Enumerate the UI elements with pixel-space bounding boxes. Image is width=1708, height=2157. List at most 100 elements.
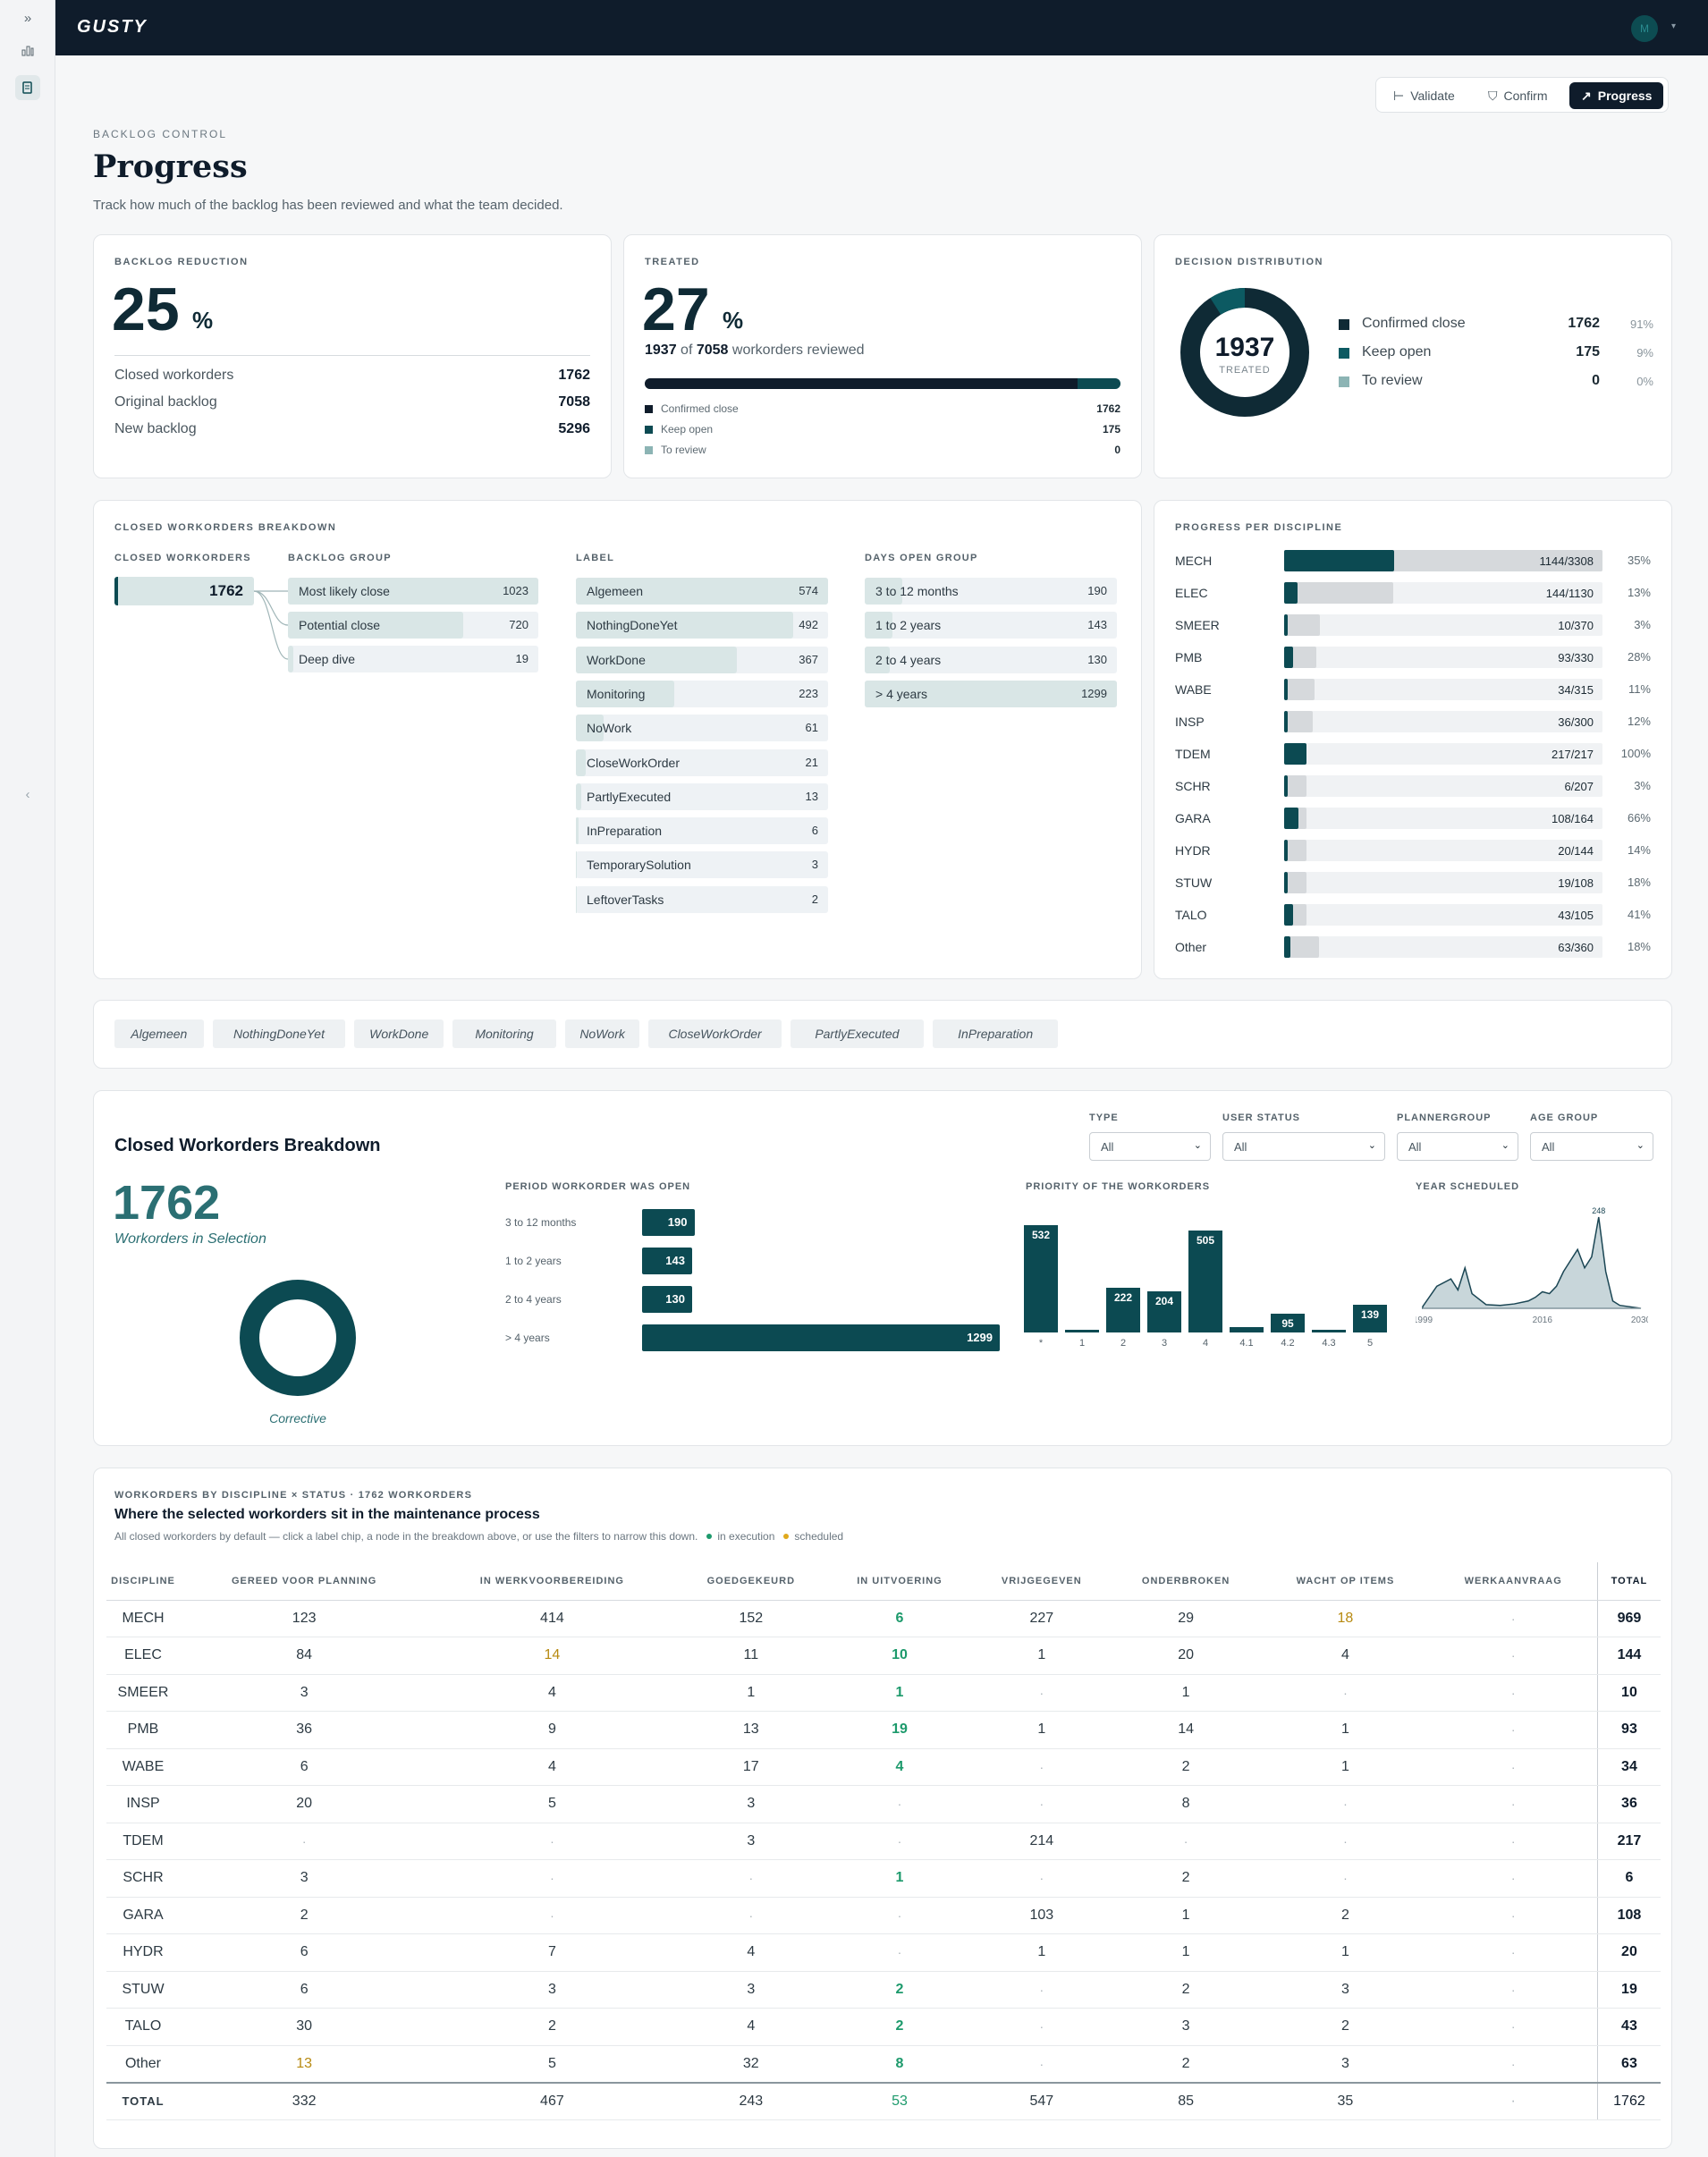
tab-validate[interactable]: ⊢ Validate <box>1382 82 1467 109</box>
matrix-cell[interactable]: · <box>1261 1674 1430 1712</box>
matrix-cell[interactable]: 18 <box>1261 1600 1430 1637</box>
table-row[interactable]: TALO 30 2 4 2 · 3 2 · 43 <box>106 2008 1661 2046</box>
matrix-cell[interactable]: 9 <box>428 1711 676 1749</box>
matrix-cell[interactable]: 103 <box>972 1897 1111 1934</box>
discipline-row[interactable]: SMEER 10/370 3% <box>1175 612 1658 639</box>
matrix-cell[interactable]: · <box>1429 2008 1598 2046</box>
table-row[interactable]: SMEER 3 4 1 1 · 1 · · 10 <box>106 1674 1661 1712</box>
matrix-cell[interactable]: 3 <box>675 1971 827 2009</box>
matrix-cell[interactable]: · <box>1429 1971 1598 2009</box>
donut-slice-keep-open[interactable] <box>1210 288 1246 316</box>
label-chip[interactable]: Algemeen <box>114 1019 204 1048</box>
matrix-cell[interactable]: 10 <box>826 1637 973 1675</box>
backlog-group-node[interactable]: Deep dive 19 <box>288 646 538 672</box>
priority-bar[interactable] <box>1312 1330 1346 1332</box>
table-row[interactable]: STUW 6 3 3 2 · 2 3 · 19 <box>106 1971 1661 2009</box>
matrix-cell[interactable]: 2 <box>1110 2045 1262 2083</box>
matrix-cell[interactable]: · <box>428 1859 676 1898</box>
label-chip[interactable]: NoWork <box>565 1019 640 1048</box>
matrix-cell[interactable]: 152 <box>675 1600 827 1637</box>
matrix-cell[interactable]: · <box>1429 1637 1598 1675</box>
matrix-cell[interactable]: · <box>826 1823 973 1860</box>
matrix-cell[interactable]: 1 <box>1261 1933 1430 1972</box>
matrix-cell[interactable]: 3 <box>675 1785 827 1823</box>
matrix-cell[interactable]: 5 <box>428 2045 676 2083</box>
matrix-cell[interactable]: 3 <box>1110 2008 1262 2046</box>
matrix-cell[interactable]: 29 <box>1110 1600 1262 1637</box>
discipline-row[interactable]: STUW 19/108 18% <box>1175 869 1658 896</box>
matrix-cell[interactable]: 6 <box>180 1748 429 1786</box>
matrix-cell[interactable]: 20 <box>180 1785 429 1823</box>
priority-bar[interactable]: 95 <box>1271 1313 1305 1332</box>
age-group-select[interactable]: All ⌄ <box>1530 1132 1653 1161</box>
matrix-cell[interactable]: 227 <box>972 1600 1111 1637</box>
matrix-cell[interactable]: · <box>972 1971 1111 2009</box>
label-chip[interactable]: NothingDoneYet <box>212 1019 346 1048</box>
matrix-cell[interactable]: · <box>428 1897 676 1934</box>
matrix-cell[interactable]: 8 <box>1110 1785 1262 1823</box>
matrix-cell[interactable]: · <box>1429 1600 1598 1637</box>
tab-progress[interactable]: ↗ Progress <box>1569 82 1664 109</box>
label-node[interactable]: InPreparation 6 <box>576 817 828 845</box>
discipline-row[interactable]: PMB 93/330 28% <box>1175 644 1658 671</box>
matrix-cell[interactable]: 19 <box>826 1711 973 1749</box>
matrix-cell[interactable]: 43 <box>1596 2008 1661 2046</box>
donut-ring-corrective[interactable] <box>240 1280 356 1396</box>
matrix-cell[interactable]: 13 <box>180 2045 429 2083</box>
column-header[interactable]: DISCIPLINE <box>106 1562 180 1601</box>
matrix-cell[interactable]: 217 <box>1596 1823 1661 1860</box>
discipline-row[interactable]: HYDR 20/144 14% <box>1175 837 1658 864</box>
discipline-row[interactable]: TALO 43/105 41% <box>1175 901 1658 928</box>
avatar[interactable]: M <box>1631 15 1658 42</box>
label-node[interactable]: NothingDoneYet 492 <box>576 612 828 639</box>
user-status-select[interactable]: All ⌄ <box>1222 1132 1385 1161</box>
label-node[interactable]: LeftoverTasks 2 <box>576 885 828 913</box>
matrix-cell[interactable]: 1 <box>826 1859 973 1898</box>
matrix-cell[interactable]: 1 <box>1110 1933 1262 1972</box>
matrix-cell[interactable]: 6 <box>180 1971 429 2009</box>
matrix-cell[interactable]: 5 <box>428 1785 676 1823</box>
matrix-cell[interactable]: · <box>826 1785 973 1823</box>
discipline-row[interactable]: TDEM 217/217 100% <box>1175 740 1658 767</box>
matrix-cell[interactable]: · <box>1429 1674 1598 1712</box>
table-row[interactable]: SCHR 3 · · 1 · 2 · · 6 <box>106 1859 1661 1898</box>
document-icon[interactable] <box>15 75 40 100</box>
matrix-cell[interactable]: 30 <box>180 2008 429 2046</box>
table-row[interactable]: PMB 36 9 13 19 1 14 1 · 93 <box>106 1711 1661 1749</box>
matrix-cell[interactable]: 6 <box>180 1933 429 1972</box>
days-open-node[interactable]: 3 to 12 months 190 <box>865 578 1117 605</box>
matrix-cell[interactable]: 2 <box>1261 2008 1430 2046</box>
matrix-cell[interactable]: 10 <box>1596 1674 1661 1712</box>
matrix-cell[interactable]: 2 <box>1110 1971 1262 2009</box>
matrix-cell[interactable]: · <box>1429 1823 1598 1860</box>
period-bar[interactable]: 143 <box>642 1248 692 1274</box>
expand-icon[interactable]: » <box>23 10 32 26</box>
days-open-node[interactable]: 2 to 4 years 130 <box>865 646 1117 673</box>
matrix-cell[interactable]: · <box>180 1823 429 1860</box>
discipline-row[interactable]: WABE 34/315 11% <box>1175 676 1658 703</box>
matrix-cell[interactable]: 19 <box>1596 1971 1661 2009</box>
matrix-cell[interactable]: 3 <box>180 1674 429 1712</box>
table-row[interactable]: MECH 123 414 152 6 227 29 18 · 969 <box>106 1600 1661 1637</box>
matrix-cell[interactable]: 108 <box>1596 1897 1661 1934</box>
table-row[interactable]: ELEC 84 14 11 10 1 20 4 · 144 <box>106 1637 1661 1675</box>
column-header[interactable]: GEREED VOOR PLANNING <box>180 1562 429 1601</box>
matrix-cell[interactable]: 3 <box>675 1823 827 1860</box>
priority-bar[interactable]: 139 <box>1353 1304 1387 1332</box>
matrix-cell[interactable]: 2 <box>826 2008 973 2046</box>
table-row[interactable]: GARA 2 · · · 103 1 2 · 108 <box>106 1897 1661 1934</box>
matrix-cell[interactable]: 20 <box>1110 1637 1262 1675</box>
type-donut[interactable] <box>238 1278 358 1398</box>
label-chip[interactable]: PartlyExecuted <box>791 1019 924 1048</box>
priority-bar[interactable]: 532 <box>1024 1225 1058 1332</box>
discipline-row[interactable]: INSP 36/300 12% <box>1175 708 1658 735</box>
period-bar[interactable]: 1299 <box>642 1324 1000 1351</box>
matrix-cell[interactable]: · <box>1429 1748 1598 1786</box>
matrix-cell[interactable]: 3 <box>1261 2045 1430 2083</box>
matrix-cell[interactable]: 2 <box>1110 1859 1262 1898</box>
matrix-cell[interactable]: 214 <box>972 1823 1111 1860</box>
decision-legend-item[interactable]: Keep open 175 9% <box>1339 344 1653 373</box>
type-select[interactable]: All ⌄ <box>1089 1132 1211 1161</box>
backlog-group-node[interactable]: Potential close 720 <box>288 612 538 639</box>
column-header[interactable]: IN WERKVOORBEREIDING <box>428 1562 676 1601</box>
